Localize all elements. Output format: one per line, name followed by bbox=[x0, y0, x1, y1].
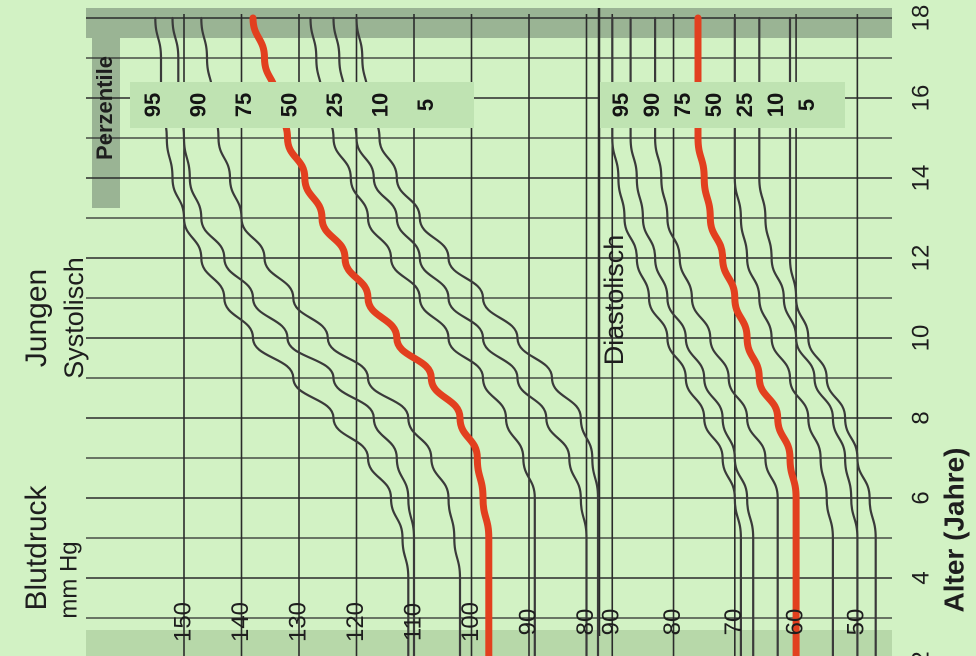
percentile-label-50: 50 bbox=[701, 93, 726, 117]
pressure-tick-label: 150 bbox=[169, 602, 196, 642]
pressure-tick-label: 50 bbox=[843, 609, 870, 636]
chart-title: Jungen bbox=[20, 269, 53, 367]
legend-title-band bbox=[92, 8, 120, 208]
panel-title-diastolic: Diastolisch bbox=[599, 235, 629, 366]
percentile-label-box bbox=[130, 82, 474, 128]
pressure-tick-label: 120 bbox=[342, 602, 369, 642]
legend-title: Perzentile bbox=[92, 56, 117, 160]
pressure-tick-label: 140 bbox=[227, 602, 254, 642]
curve-systolisch-p5 bbox=[355, 16, 600, 656]
top-shaded-band bbox=[86, 8, 892, 38]
percentile-label-10: 10 bbox=[367, 93, 392, 117]
percentile-label-90: 90 bbox=[185, 93, 210, 117]
age-tick-label: 12 bbox=[907, 245, 934, 272]
percentile-label-25: 25 bbox=[732, 93, 757, 117]
age-tick-label: 4 bbox=[907, 571, 934, 584]
pressure-tick-label: 130 bbox=[284, 602, 311, 642]
y-axis-title: Blutdruck bbox=[20, 484, 53, 610]
percentile-label-95: 95 bbox=[608, 93, 633, 117]
percentile-label-90: 90 bbox=[639, 93, 664, 117]
y-axis-unit: mm Hg bbox=[55, 541, 82, 618]
age-tick-label: 2 bbox=[907, 651, 934, 656]
pressure-tick-label: 80 bbox=[572, 609, 599, 636]
pressure-tick-label: 70 bbox=[720, 609, 747, 636]
percentile-labels: 95 90 75 50 25 10 5 95 90 75 50 25 10 5 bbox=[130, 82, 845, 128]
percentile-label-95: 95 bbox=[140, 93, 165, 117]
panel-title-systolic: Systolisch bbox=[59, 257, 89, 379]
pressure-tick-label: 90 bbox=[598, 609, 625, 636]
axis-titles: Jungen Systolisch Diastolisch Blutdruck mm H… bbox=[20, 56, 969, 619]
x-axis-title: Alter (Jahre) bbox=[938, 448, 969, 613]
percentile-label-box bbox=[600, 82, 845, 128]
pressure-tick-label: 100 bbox=[457, 602, 484, 642]
age-tick-label: 6 bbox=[907, 491, 934, 504]
percentile-label-5: 5 bbox=[413, 99, 438, 111]
pressure-tick-label: 80 bbox=[659, 609, 686, 636]
percentile-label-75: 75 bbox=[670, 93, 695, 117]
age-tick-label: 14 bbox=[907, 165, 934, 192]
age-tick-label: 16 bbox=[907, 85, 934, 112]
percentile-label-5: 5 bbox=[794, 99, 819, 111]
pressure-tick-label: 60 bbox=[781, 609, 808, 636]
pressure-tick-label: 90 bbox=[514, 609, 541, 636]
percentile-label-25: 25 bbox=[322, 93, 347, 117]
pressure-tick-label: 110 bbox=[399, 603, 426, 641]
percentile-label-10: 10 bbox=[763, 93, 788, 117]
age-tick-label: 18 bbox=[907, 5, 934, 32]
age-tick-label: 10 bbox=[907, 325, 934, 352]
age-tick-label: 8 bbox=[907, 411, 934, 424]
tick-labels: 8090100110120130140150506070809024681012… bbox=[169, 5, 934, 656]
curve-systolisch-p90 bbox=[171, 16, 416, 656]
percentile-label-75: 75 bbox=[231, 93, 256, 117]
percentile-label-50: 50 bbox=[276, 93, 301, 117]
